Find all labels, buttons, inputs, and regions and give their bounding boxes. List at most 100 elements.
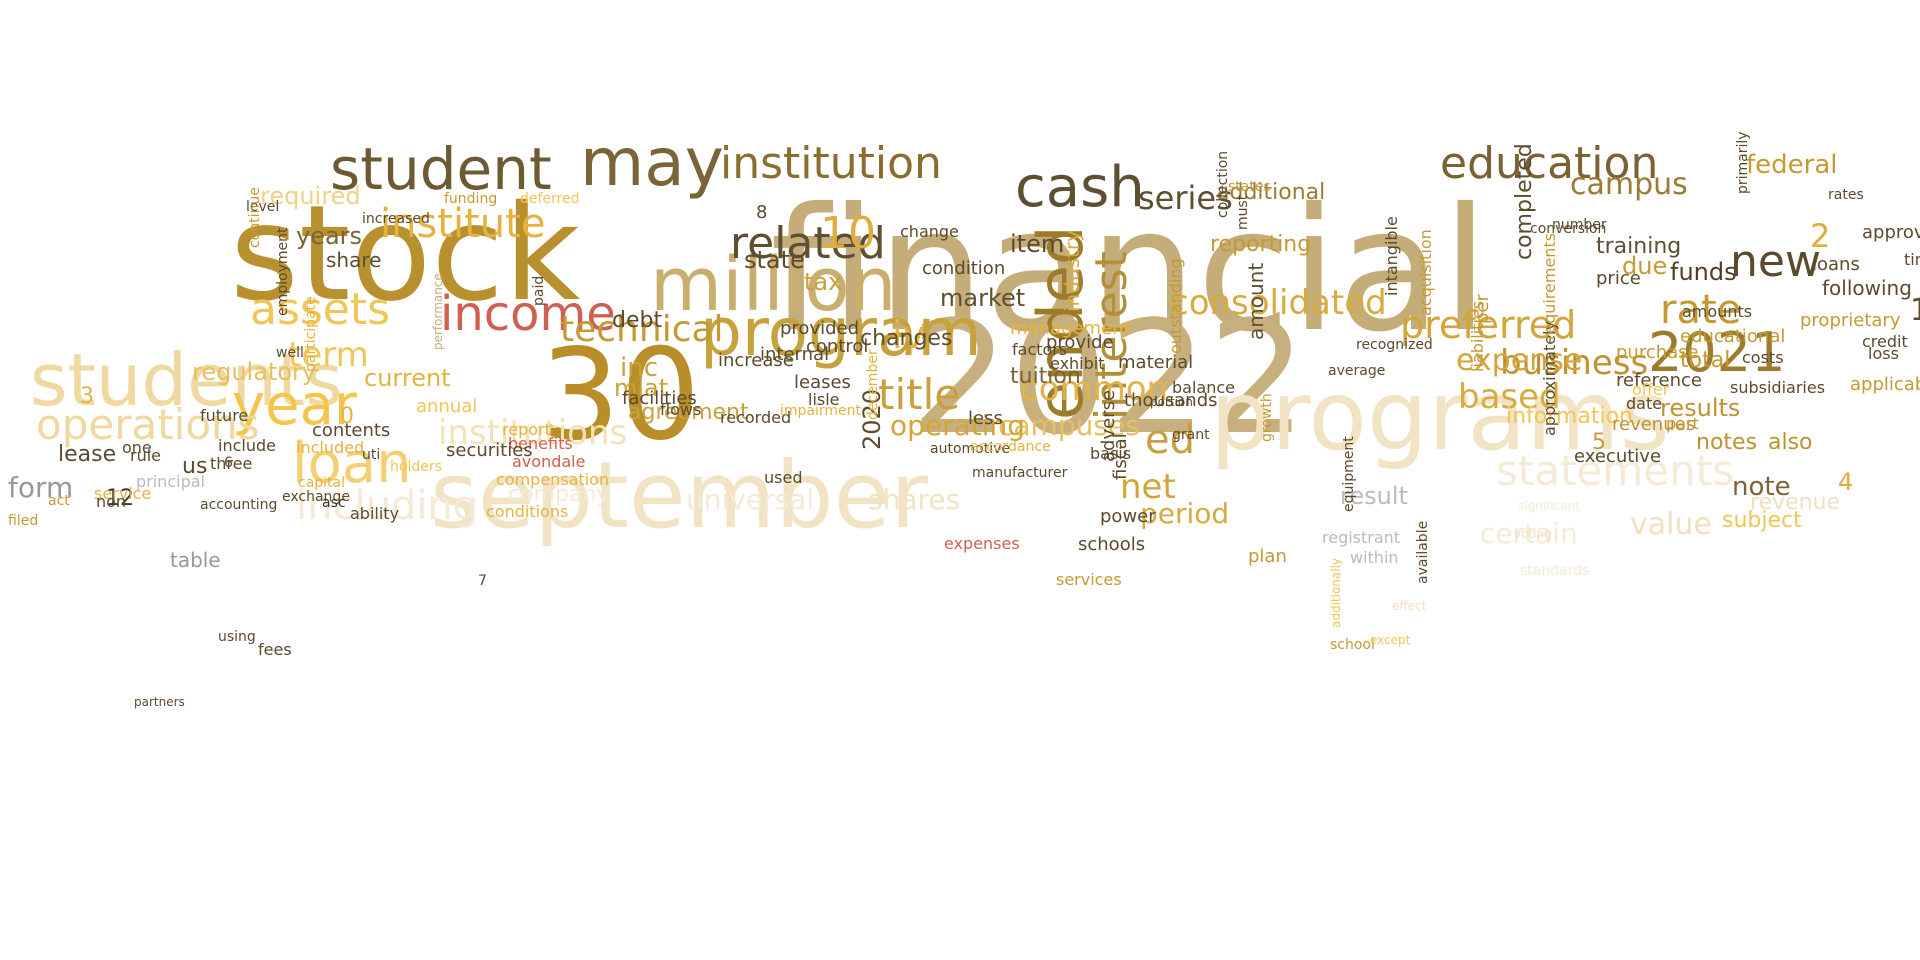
cloud-word: condition [922,258,1006,279]
cloud-word: basis [1090,444,1132,463]
cloud-word: continue [247,187,263,248]
cloud-word: 7 [478,573,487,589]
cloud-word: total [1680,348,1731,373]
cloud-word: amount [1244,262,1268,340]
cloud-word: income [440,286,616,342]
cloud-word: recorded [720,408,792,427]
cloud-word: schools [1078,534,1146,555]
cloud-word: 0 [340,404,354,429]
cloud-word: results [1660,394,1741,422]
cloud-word: within [1350,548,1399,567]
cloud-word: september [430,442,929,549]
cloud-word: assets [250,284,391,335]
cloud-word: equipment [1341,436,1357,512]
cloud-word: facilities [622,388,697,409]
cloud-word: 5 [1592,430,1606,455]
cloud-word: ed [1145,417,1195,463]
cloud-word: impairment [780,403,862,419]
cloud-word: us [182,454,208,479]
cloud-word: adverse [1098,389,1119,462]
cloud-word: change [900,222,959,241]
cloud-word: approval [1862,222,1920,243]
cloud-word: offer [1632,380,1670,399]
cloud-word: additionally [1329,557,1343,628]
cloud-word: item [1010,230,1065,258]
cloud-word: report [502,420,551,439]
cloud-word: act [48,493,70,509]
cloud-word: lisle [808,390,840,409]
cloud-word: miat [614,374,669,402]
cloud-word: significant [1518,499,1580,513]
cloud-word: proprietary [1800,310,1901,331]
cloud-word: 2022 [910,287,1308,469]
cloud-word: funds [1670,258,1737,286]
cloud-word: price [1596,268,1641,289]
cloud-word: cash [1015,155,1145,220]
cloud-word: provide [1046,332,1114,353]
cloud-word: annual [416,396,478,417]
cloud-word: funding [444,191,498,207]
cloud-word: preferred [1400,303,1577,347]
cloud-word: based [1458,377,1561,417]
cloud-word: years [296,222,363,250]
cloud-word: debt [612,308,663,333]
cloud-word: number [1552,217,1607,233]
cloud-word: balance [1172,378,1235,397]
cloud-word: related [730,218,886,269]
cloud-word: loans [1812,254,1860,275]
cloud-word: title [878,370,961,419]
cloud-word: training [1596,234,1682,259]
cloud-word: school [1330,637,1375,653]
cloud-word: consolidated [1170,283,1387,323]
cloud-word: tuition [1010,364,1081,389]
cloud-word: requirements [1540,232,1559,340]
cloud-word: participate [303,296,319,372]
cloud-word: uti [362,447,381,463]
cloud-word: institution [720,138,942,189]
cloud-word: one [122,438,152,457]
cloud-word: securities [446,440,533,461]
cloud-word: expense [1456,343,1583,378]
cloud-word: 1 [1910,293,1920,328]
cloud-word: increased [362,211,430,227]
cloud-word: effect [1392,599,1427,613]
cloud-word: three [210,454,253,473]
cloud-word: industry [1060,230,1084,312]
cloud-word: subsidiaries [1730,378,1826,397]
cloud-word: operations [36,400,260,449]
cloud-word: universal [686,483,815,516]
cloud-word: paid [531,275,547,306]
cloud-word: year [232,373,357,438]
cloud-word: also [1768,430,1813,455]
cloud-word: due [1622,252,1668,280]
cloud-word: avondale [512,452,586,471]
cloud-word: 2 [1810,217,1831,255]
cloud-word: following [1822,276,1912,300]
cloud-word: iv [892,313,926,357]
cloud-word: registrant [1322,528,1401,547]
cloud-word: operating [890,409,1026,442]
cloud-word: control [806,336,869,357]
cloud-word: financial [770,172,1489,370]
cloud-word: growth [1259,393,1275,442]
cloud-word: rates [1828,187,1864,203]
cloud-word: employment [275,227,291,317]
cloud-word: automotive [930,441,1010,457]
cloud-word: factors [1012,340,1068,359]
cloud-word: liabilities [1468,300,1487,372]
cloud-word: completed [1512,143,1537,260]
cloud-word: deferred [520,191,580,207]
cloud-word: rate [1660,287,1742,333]
cloud-word: date [1626,394,1663,413]
cloud-word: regulatory [192,358,317,386]
cloud-word: programs [1210,360,1670,472]
cloud-word: technical [560,309,724,350]
cloud-word: power [1100,506,1156,527]
cloud-word: amounts [1682,302,1753,321]
cloud-word: contents [312,420,391,441]
cloud-word: conditions [486,502,569,521]
cloud-word: additional [1216,180,1326,205]
cloud-word: increase [718,350,794,371]
cloud-word: reporting [1210,232,1312,257]
cloud-word: material [1118,352,1194,373]
